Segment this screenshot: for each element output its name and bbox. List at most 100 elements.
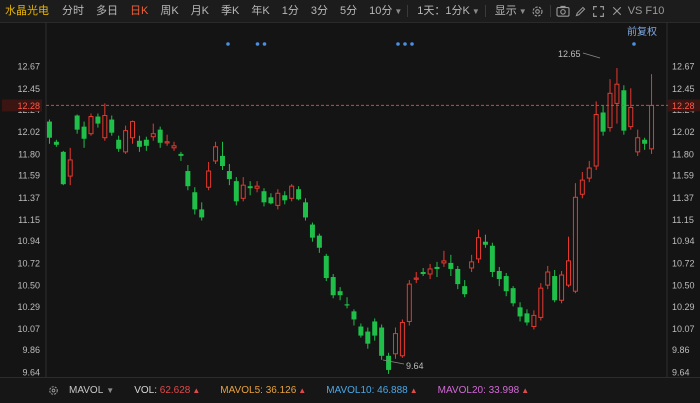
candle-body-up	[586, 167, 592, 179]
candle	[178, 151, 184, 161]
candle	[545, 265, 551, 290]
candle-body-down	[379, 327, 385, 356]
candle-body-down	[496, 270, 502, 280]
candle-body-up	[607, 92, 613, 129]
tab-5min[interactable]: 5分	[339, 5, 358, 17]
candle	[482, 234, 488, 248]
candle	[469, 254, 475, 272]
indicator-bar: MAVOL ▼ VOL: 62.628 ▲ MAVOL5: 36.126 ▲ MAVO…	[0, 377, 700, 403]
price-tick-right: 11.15	[672, 215, 694, 225]
candle	[268, 193, 274, 205]
candle-body-up	[171, 145, 177, 149]
current-price-label-right: 12.28	[672, 101, 695, 111]
candle	[559, 270, 565, 304]
mavol20-label: MAVOL20:	[437, 385, 486, 396]
candle	[476, 229, 482, 263]
candle-body-up	[538, 287, 544, 318]
candle-body-down	[552, 276, 558, 301]
price-tick-right: 10.50	[672, 281, 695, 291]
candle-body-down	[309, 224, 315, 238]
candle-body-up	[406, 283, 412, 322]
candle-body-down	[455, 268, 461, 285]
display-menu-label: 显示	[494, 5, 517, 17]
up-arrow-icon: ▲	[409, 386, 418, 395]
candle-body-down	[600, 112, 606, 132]
price-axis-left: 12.6712.4512.2412.0211.8011.5911.3711.15…	[2, 62, 42, 377]
candle-body-up	[88, 116, 94, 135]
close-icon[interactable]	[608, 0, 626, 22]
candle-body-down	[365, 331, 371, 344]
candle	[102, 103, 108, 141]
tab-intraday[interactable]: 分时	[62, 5, 84, 17]
tab-10min[interactable]: 10分 ▼	[363, 0, 404, 22]
candle-body-down	[489, 245, 495, 272]
candle-body-up	[559, 274, 565, 301]
indicator-select[interactable]: MAVOL ▼	[69, 385, 114, 396]
candle	[282, 191, 288, 205]
candle-body-down	[185, 171, 191, 187]
tab-monthly-k[interactable]: 月K	[190, 5, 210, 17]
candle-body-down	[233, 181, 239, 202]
candle	[67, 147, 73, 186]
candle-body-down	[510, 288, 516, 304]
chevron-down-icon: ▼	[471, 7, 480, 16]
price-tick-right: 9.64	[672, 367, 690, 377]
fullscreen-icon[interactable]	[590, 0, 608, 22]
indicator-settings-icon[interactable]	[45, 383, 61, 399]
price-tick-left: 12.02	[17, 127, 40, 137]
mavol5-value: 36.126	[265, 385, 297, 396]
tab-quarterly-k[interactable]: 季K	[221, 5, 240, 17]
price-tick-right: 12.02	[672, 127, 695, 137]
candle	[462, 280, 468, 298]
draw-pen-icon[interactable]	[572, 0, 590, 22]
adjust-mode-label[interactable]: 前复权	[627, 25, 657, 38]
candlestick-chart[interactable]: 12.6712.4512.2412.0211.8011.5911.3711.15…	[0, 22, 700, 377]
candle	[261, 188, 267, 207]
interval-select[interactable]: 1天：1分K ▼	[411, 0, 482, 22]
candle	[510, 286, 516, 307]
candle	[455, 265, 461, 290]
candle-body-down	[358, 326, 364, 336]
candle	[303, 198, 309, 221]
candle-body-down	[351, 311, 357, 320]
candle	[130, 120, 135, 144]
tab-multi-day[interactable]: 多日	[96, 5, 118, 17]
candle-body-up	[206, 170, 212, 188]
candle	[392, 327, 398, 359]
candle	[109, 115, 115, 136]
chevron-down-icon: ▼	[518, 7, 527, 16]
price-tick-left: 12.45	[17, 84, 40, 94]
settings-gear-icon[interactable]	[529, 0, 547, 22]
candle	[489, 242, 495, 278]
tab-3min[interactable]: 3分	[310, 5, 328, 17]
candle	[143, 136, 149, 151]
tab-1min[interactable]: 1分	[281, 5, 299, 17]
display-menu[interactable]: 显示 ▼	[489, 0, 529, 22]
up-arrow-icon: ▲	[521, 386, 530, 395]
candle-body-up	[67, 159, 73, 177]
candle-body-down	[178, 153, 184, 156]
candle	[185, 164, 191, 191]
candle-body-down	[621, 90, 627, 131]
candle	[233, 177, 239, 206]
candle	[566, 236, 571, 288]
candle	[247, 181, 253, 196]
candle	[496, 266, 502, 287]
tab-yearly-k[interactable]: 年K	[251, 5, 270, 17]
toolbar-divider	[407, 5, 409, 17]
candle-body-up	[289, 185, 295, 199]
candle	[309, 222, 315, 242]
candle	[323, 253, 329, 282]
camera-icon[interactable]	[554, 0, 572, 22]
candle-body-up	[427, 268, 433, 275]
stock-name[interactable]: 水晶光电	[5, 5, 49, 17]
vs-f10-link[interactable]: VS F10	[627, 5, 665, 17]
candle-body-down	[482, 241, 488, 245]
candle	[399, 319, 405, 358]
candle	[621, 85, 627, 135]
tab-daily-k[interactable]: 日K	[130, 5, 149, 17]
candle	[434, 261, 440, 278]
tab-weekly-k[interactable]: 周K	[160, 5, 179, 17]
mavol5-label: MAVOL5:	[220, 385, 263, 396]
chart-toolbar: 水晶光电 分时 多日 日K 周K 月K 季K 年K 1分 3分 5分 10分 ▼ …	[0, 0, 700, 23]
